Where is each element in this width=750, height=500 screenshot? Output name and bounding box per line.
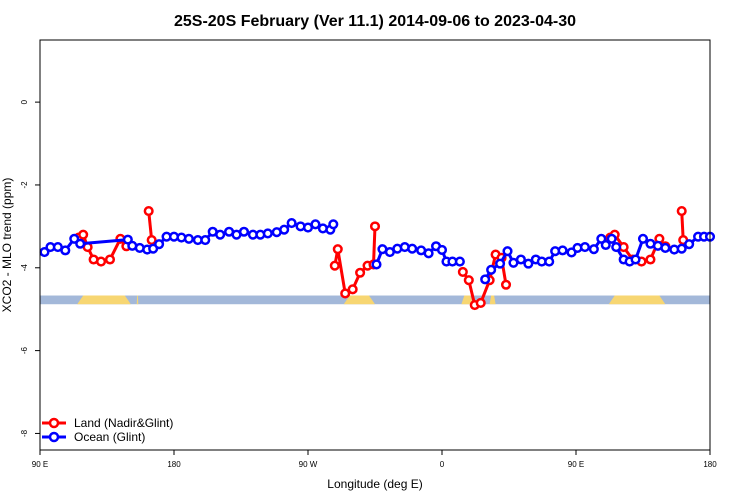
data-point bbox=[495, 258, 506, 269]
data-point bbox=[645, 254, 656, 265]
data-point bbox=[104, 254, 116, 265]
data-point bbox=[660, 242, 671, 253]
y-axis-label: XCO2 - MLO trend (ppm) bbox=[0, 178, 14, 313]
y-tick-label: -6 bbox=[20, 347, 29, 355]
data-point bbox=[39, 246, 50, 258]
plot-frame bbox=[39, 39, 711, 451]
data-point bbox=[215, 229, 226, 240]
legend-land-marker bbox=[48, 417, 60, 429]
land-band-segment bbox=[489, 295, 496, 305]
data-point bbox=[523, 258, 534, 269]
data-point bbox=[286, 218, 297, 229]
data-point bbox=[486, 264, 497, 275]
legend-ocean-marker bbox=[48, 431, 60, 443]
data-point bbox=[457, 266, 468, 277]
land-band-segment bbox=[461, 295, 474, 305]
y-tick-label: -8 bbox=[20, 429, 29, 437]
x-tick-label: 90 E bbox=[32, 460, 48, 469]
y-tick-label: 0 bbox=[20, 99, 29, 104]
data-point bbox=[143, 205, 154, 217]
data-point bbox=[606, 233, 617, 244]
data-point bbox=[154, 239, 165, 250]
legend-land-label: Land (Nadir&Glint) bbox=[74, 416, 173, 430]
data-point bbox=[630, 254, 641, 265]
x-tick-label: 90 E bbox=[568, 460, 584, 469]
data-point bbox=[676, 243, 687, 254]
data-point bbox=[515, 254, 526, 265]
axis-ticks: 90 E 180 90 W 0 90 E 180 0 -2 -4 -6 -8 bbox=[20, 99, 717, 469]
data-point bbox=[369, 221, 381, 232]
data-point bbox=[544, 256, 555, 267]
series-layer bbox=[39, 205, 716, 311]
data-point bbox=[436, 244, 448, 256]
data-point bbox=[310, 219, 321, 230]
data-point bbox=[600, 239, 611, 251]
series-land bbox=[73, 205, 689, 311]
data-point bbox=[329, 260, 340, 271]
data-point bbox=[355, 267, 366, 278]
series-line bbox=[372, 226, 377, 265]
data-point bbox=[407, 243, 418, 254]
data-point bbox=[69, 233, 80, 244]
x-tick-label: 180 bbox=[167, 460, 181, 469]
data-point bbox=[328, 219, 339, 230]
data-point bbox=[95, 256, 107, 267]
data-point bbox=[423, 248, 434, 259]
data-point bbox=[340, 288, 351, 299]
x-axis-label: Longitude (deg E) bbox=[327, 477, 422, 491]
data-point bbox=[279, 224, 290, 235]
y-tick-label: -4 bbox=[20, 264, 29, 272]
legend: Land (Nadir&Glint) Ocean (Glint) bbox=[42, 416, 173, 444]
land-band-segment bbox=[608, 295, 666, 305]
series-ocean bbox=[39, 218, 716, 285]
land-band-segment bbox=[343, 295, 375, 305]
data-point bbox=[588, 244, 599, 255]
data-point bbox=[183, 233, 194, 244]
data-point bbox=[475, 297, 486, 309]
chart-title: 25S-20S February (Ver 11.1) 2014-09-06 t… bbox=[174, 13, 576, 30]
data-point bbox=[611, 242, 622, 253]
land-band-segment bbox=[136, 295, 139, 305]
data-point bbox=[60, 245, 71, 256]
data-point bbox=[332, 244, 343, 255]
y-tick-label: -2 bbox=[20, 181, 29, 189]
land-band-segment bbox=[77, 295, 131, 305]
data-point bbox=[238, 226, 250, 237]
ocean-band bbox=[40, 295, 710, 305]
legend-ocean-label: Ocean (Glint) bbox=[74, 430, 145, 444]
data-point bbox=[454, 256, 465, 267]
data-point bbox=[676, 205, 687, 217]
data-point bbox=[200, 234, 211, 246]
surface-band bbox=[40, 295, 710, 305]
data-point bbox=[637, 233, 649, 244]
data-point bbox=[480, 274, 491, 285]
data-point bbox=[146, 234, 157, 246]
data-point bbox=[579, 242, 590, 253]
data-point bbox=[262, 228, 273, 239]
x-tick-label: 90 W bbox=[299, 460, 318, 469]
data-point bbox=[557, 245, 568, 256]
x-tick-label: 180 bbox=[703, 460, 717, 469]
data-point bbox=[78, 229, 89, 240]
data-point bbox=[502, 246, 513, 257]
data-point bbox=[500, 279, 512, 290]
data-point bbox=[684, 239, 695, 250]
data-point bbox=[371, 259, 382, 270]
data-point bbox=[347, 284, 358, 295]
x-tick-label: 0 bbox=[440, 460, 445, 469]
data-point bbox=[463, 275, 474, 286]
data-point bbox=[75, 238, 86, 249]
